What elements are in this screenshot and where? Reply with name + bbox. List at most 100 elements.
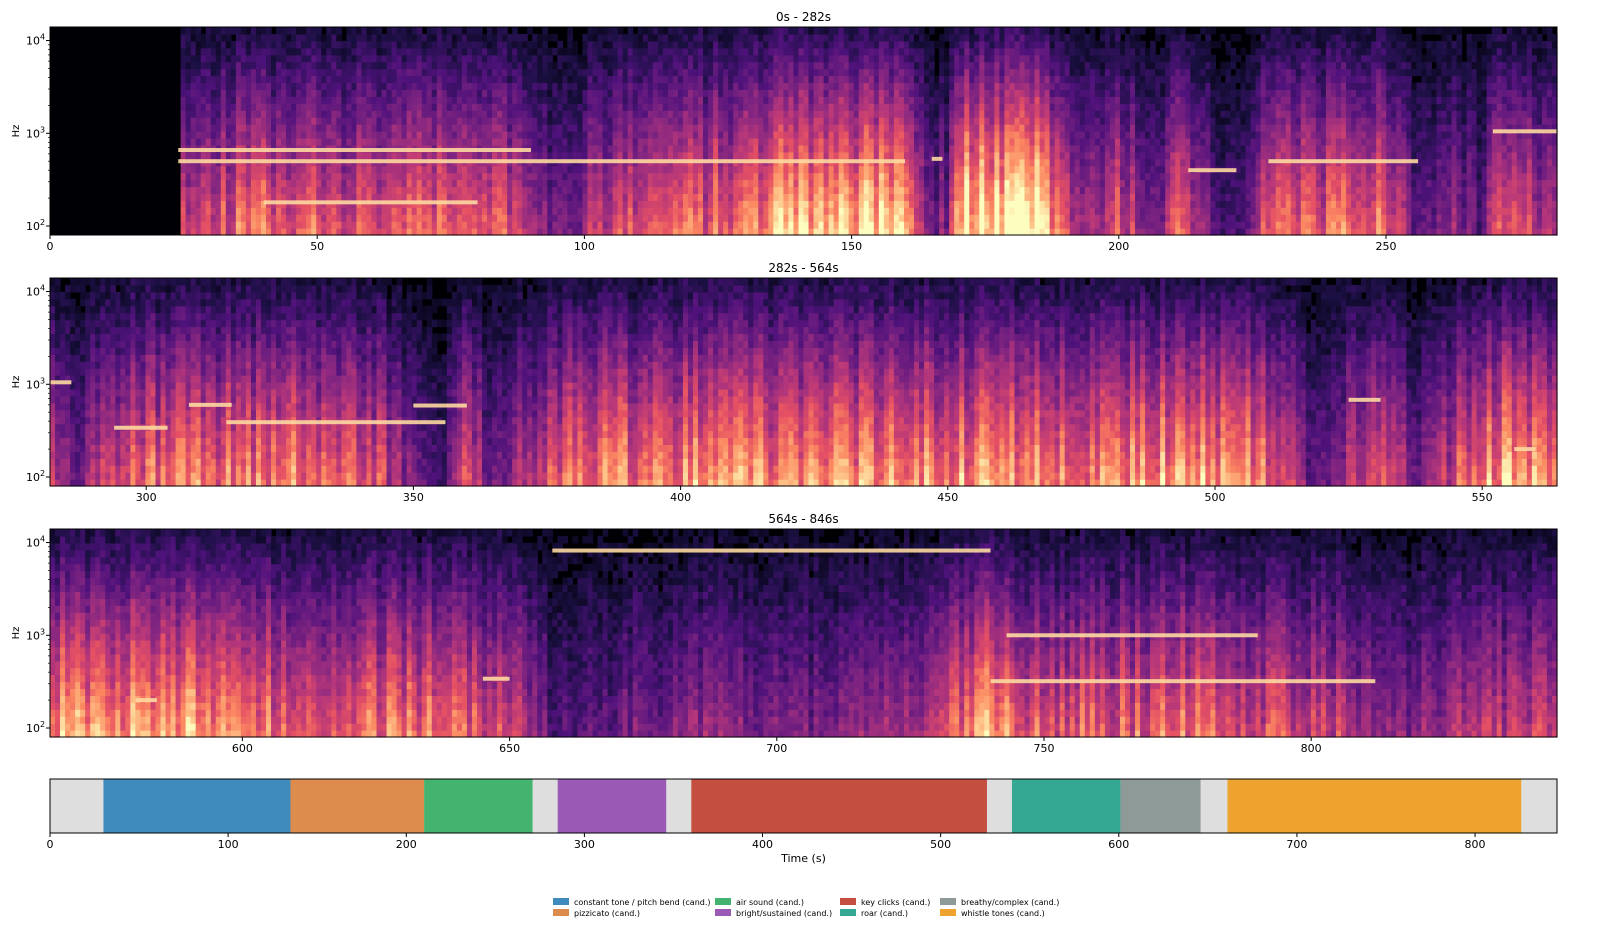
harmonic-line <box>188 402 232 407</box>
segment-timeline: 0 100 200 300 400 500 600 700 800 Time (s) <box>47 778 1558 865</box>
harmonic-line <box>226 420 446 425</box>
y-tick-label: 103 <box>26 376 45 391</box>
segment-frame <box>49 778 1558 834</box>
legend-label: whistle tones (cand.) <box>961 909 1045 918</box>
x-tick-label: 500 <box>930 838 951 851</box>
harmonic-line <box>178 148 531 153</box>
x-tick-label: 100 <box>218 838 239 851</box>
x-tick-label: 0 <box>47 838 54 851</box>
y-tick-label: 103 <box>26 125 45 140</box>
x-tick-label: 300 <box>136 491 157 504</box>
x-tick-label: 400 <box>752 838 773 851</box>
spectrogram-image <box>50 529 1558 738</box>
x-tick-label: 800 <box>1301 742 1322 755</box>
panel-title: 0s - 282s <box>776 10 831 24</box>
legend-swatch <box>715 909 731 916</box>
x-tick-label: 200 <box>396 838 417 851</box>
legend: constant tone / pitch bend (cand.) pizzic… <box>553 898 1059 918</box>
harmonic-line <box>413 403 467 408</box>
spectrogram-image <box>50 278 1558 487</box>
x-tick-label: 350 <box>403 491 424 504</box>
x-tick-label: 700 <box>766 742 787 755</box>
x-tick-label: 150 <box>841 240 862 253</box>
segment-bar <box>1200 779 1228 833</box>
segment-bar <box>1120 779 1201 833</box>
x-tick-label: 250 <box>1375 240 1396 253</box>
legend-swatch <box>840 909 856 916</box>
legend-swatch <box>553 909 569 916</box>
x-tick-label: 200 <box>1108 240 1129 253</box>
harmonic-line <box>552 548 991 553</box>
x-tick-label: 600 <box>1108 838 1129 851</box>
legend-swatch <box>940 898 956 905</box>
x-tick-label: 650 <box>499 742 520 755</box>
legend-label: pizzicato (cand.) <box>574 909 640 918</box>
x-tick-label: 400 <box>670 491 691 504</box>
harmonic-line <box>1514 447 1536 452</box>
segment-bar <box>103 779 291 833</box>
legend-swatch <box>715 898 731 905</box>
segment-bar <box>986 779 1012 833</box>
x-tick-label: 0 <box>47 240 54 253</box>
x-tick-label: 50 <box>310 240 324 253</box>
legend-label: breathy/complex (cand.) <box>961 898 1059 907</box>
y-tick-label: 103 <box>26 627 45 642</box>
legend-swatch <box>553 898 569 905</box>
harmonic-line <box>114 425 168 430</box>
segment-bar <box>666 779 692 833</box>
legend-label: roar (cand.) <box>861 909 908 918</box>
harmonic-line <box>1268 159 1419 164</box>
y-tick-label: 104 <box>26 535 45 550</box>
segment-bar <box>1011 779 1121 833</box>
plot-frame <box>49 528 1558 738</box>
x-axis-label: Time (s) <box>780 852 826 865</box>
segment-bar <box>557 779 667 833</box>
segment-bar <box>424 779 533 833</box>
y-tick-label: 104 <box>26 33 45 48</box>
y-tick-label: 102 <box>26 218 45 233</box>
spectrogram-panel-2: 282s - 564s Hz 102 103 104 300 350 400 450 500 550 <box>11 261 1558 504</box>
harmonic-line <box>1348 397 1381 402</box>
x-tick-label: 450 <box>937 491 958 504</box>
legend-label: key clicks (cand.) <box>861 898 930 907</box>
spectrogram-image <box>180 27 1558 236</box>
segment-bar <box>532 779 558 833</box>
plot-frame <box>49 277 1558 487</box>
x-tick-label: 600 <box>232 742 253 755</box>
y-tick-label: 104 <box>26 284 45 299</box>
x-tick-label: 500 <box>1204 491 1225 504</box>
x-tick-label: 100 <box>574 240 595 253</box>
spectrogram-panel-1: 0s - 282s Hz 102 103 104 0 50 100 150 200 250 <box>11 10 1558 253</box>
harmonic-line <box>482 676 510 681</box>
spectrogram-panel-3: 564s - 846s Hz 102 103 104 600 650 700 750 800 <box>11 512 1558 755</box>
segment-bar <box>691 779 987 833</box>
harmonic-line <box>178 159 906 164</box>
legend-label: air sound (cand.) <box>736 898 804 907</box>
y-axis-label: Hz <box>11 627 22 640</box>
harmonic-line <box>931 156 943 161</box>
y-axis-label: Hz <box>11 376 22 389</box>
segment-bar <box>1521 779 1557 833</box>
harmonic-line <box>1006 633 1258 638</box>
harmonic-line <box>1188 168 1237 173</box>
legend-label: constant tone / pitch bend (cand.) <box>574 898 711 907</box>
harmonic-line <box>50 380 72 385</box>
x-tick-label: 700 <box>1286 838 1307 851</box>
harmonic-line <box>1492 129 1557 134</box>
segment-bar <box>50 779 104 833</box>
legend-label: bright/sustained (cand.) <box>736 909 832 918</box>
x-tick-label: 750 <box>1033 742 1054 755</box>
y-tick-label: 102 <box>26 720 45 735</box>
y-axis-label: Hz <box>11 125 22 138</box>
panel-title: 282s - 564s <box>768 261 838 275</box>
legend-swatch <box>840 898 856 905</box>
segment-bar <box>1227 779 1522 833</box>
x-tick-label: 550 <box>1472 491 1493 504</box>
x-tick-label: 800 <box>1465 838 1486 851</box>
panel-title: 564s - 846s <box>768 512 838 526</box>
harmonic-line <box>990 679 1376 684</box>
legend-swatch <box>940 909 956 916</box>
y-tick-label: 102 <box>26 469 45 484</box>
harmonic-line <box>135 698 157 703</box>
